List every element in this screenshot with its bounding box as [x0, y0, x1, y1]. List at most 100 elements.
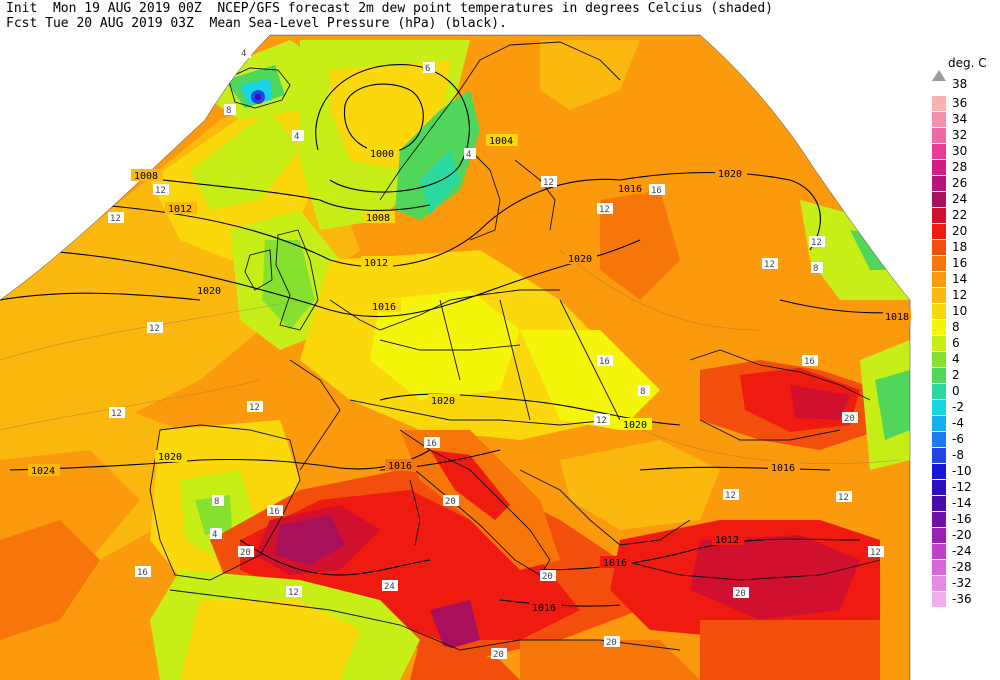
legend-label: -16 [952, 512, 972, 526]
legend-swatch [932, 256, 946, 271]
legend-row: 8 [928, 320, 1000, 336]
isobar-label: 1020 [197, 286, 221, 297]
legend-label: -2 [952, 400, 964, 414]
legend-label: -8 [952, 448, 964, 462]
isobar-label: 1016 [618, 184, 642, 195]
dewpoint-label: 12 [723, 489, 739, 501]
dewpoint-label: 20 [604, 636, 620, 648]
svg-text:12: 12 [288, 588, 299, 598]
svg-text:12: 12 [725, 491, 736, 501]
svg-text:12: 12 [599, 205, 610, 215]
isobar-label: 1016 [771, 463, 795, 474]
legend-swatch [932, 352, 946, 367]
dewpoint-label: 12 [809, 236, 825, 248]
dewpoint-label: 8 [811, 262, 823, 274]
isobar-label: 1024 [31, 466, 55, 477]
legend-row: 36 [928, 96, 1000, 112]
svg-text:20: 20 [606, 638, 617, 648]
dewpoint-label: 12 [247, 401, 263, 413]
legend-label: 30 [952, 144, 968, 158]
legend-row: 34 [928, 112, 1000, 128]
svg-text:6: 6 [425, 64, 430, 74]
legend-swatch [932, 368, 946, 383]
legend-swatch [932, 336, 946, 351]
legend-row: 4 [928, 352, 1000, 368]
svg-text:12: 12 [838, 493, 849, 503]
map-title-line-2: Fcst Tue 20 AUG 2019 03Z Mean Sea-Level … [6, 16, 507, 31]
dewpoint-label: 24 [382, 580, 398, 592]
svg-text:16: 16 [426, 439, 437, 449]
svg-text:20: 20 [445, 497, 456, 507]
svg-text:8: 8 [214, 497, 219, 507]
legend-label: -14 [952, 496, 972, 510]
legend-swatch [932, 208, 946, 223]
dewpoint-label: 16 [267, 505, 283, 517]
dewpoint-label: 12 [286, 586, 302, 598]
legend-label: 6 [952, 336, 960, 350]
legend-label: 26 [952, 176, 968, 190]
legend-top-value: 38 [952, 77, 968, 91]
legend-swatch [932, 544, 946, 559]
isobar-label: 1008 [134, 171, 158, 182]
svg-text:8: 8 [640, 387, 645, 397]
svg-text:4: 4 [241, 49, 246, 59]
legend-label: 18 [952, 240, 968, 254]
isobar-label: 1012 [168, 204, 192, 215]
dewpoint-label: 12 [108, 212, 124, 224]
legend-swatch [932, 96, 946, 111]
svg-text:12: 12 [149, 324, 160, 334]
dewpoint-label: 8 [212, 495, 224, 507]
isobar-label: 1012 [364, 258, 388, 269]
legend-label: 22 [952, 208, 968, 222]
svg-text:12: 12 [110, 214, 121, 224]
legend-swatch [932, 464, 946, 479]
svg-text:12: 12 [155, 186, 166, 196]
dewpoint-label: 16 [135, 566, 151, 578]
legend-swatch [932, 128, 946, 143]
legend-swatch [932, 224, 946, 239]
legend-row: 0 [928, 384, 1000, 400]
legend-label: 34 [952, 112, 968, 126]
dewpoint-label: 16 [424, 437, 440, 449]
dewpoint-label: 20 [443, 495, 459, 507]
legend-row: 6 [928, 336, 1000, 352]
legend-swatch [932, 272, 946, 287]
legend-swatch [932, 320, 946, 335]
isobar-label: 1016 [532, 603, 556, 614]
svg-text:12: 12 [811, 238, 822, 248]
dewpoint-label: 4 [292, 130, 304, 142]
isobar-label: 1018 [885, 312, 909, 323]
legend-label: 10 [952, 304, 968, 318]
legend-label: -12 [952, 480, 972, 494]
dewpoint-label: 12 [868, 546, 884, 558]
legend-swatch [932, 448, 946, 463]
legend-swatch [932, 592, 946, 607]
legend-row: -14 [928, 496, 1000, 512]
legend-label: -20 [952, 528, 972, 542]
isobar-label: 1020 [718, 169, 742, 180]
legend-swatch [932, 192, 946, 207]
legend-label: 2 [952, 368, 960, 382]
svg-text:8: 8 [813, 264, 818, 274]
legend-row: 22 [928, 208, 1000, 224]
color-legend: deg. C 38 36 34 32 30 28 26 24 22 20 18 16 14 12 10 8 6… [928, 56, 1000, 618]
dewpoint-label: 20 [842, 412, 858, 424]
legend-swatch [932, 576, 946, 591]
dewpoint-label: 6 [423, 62, 435, 74]
legend-swatch [932, 112, 946, 127]
dewpoint-label: 12 [594, 414, 610, 426]
legend-row: -10 [928, 464, 1000, 480]
dewpoint-label: 4 [210, 528, 222, 540]
legend-swatch [932, 304, 946, 319]
svg-text:4: 4 [212, 530, 217, 540]
legend-swatch [932, 288, 946, 303]
svg-text:16: 16 [599, 357, 610, 367]
legend-row: -28 [928, 560, 1000, 576]
svg-text:20: 20 [493, 650, 504, 660]
legend-swatch [932, 160, 946, 175]
svg-text:16: 16 [804, 357, 815, 367]
legend-swatch [932, 496, 946, 511]
legend-label: -24 [952, 544, 972, 558]
dewpoint-label: 16 [802, 355, 818, 367]
svg-text:20: 20 [240, 548, 251, 558]
